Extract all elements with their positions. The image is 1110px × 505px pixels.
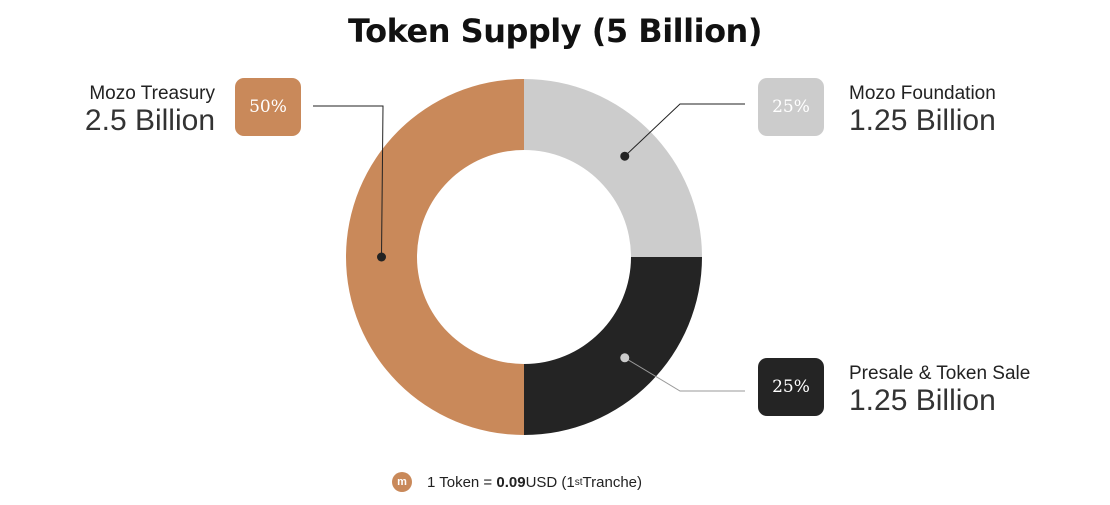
slice-presale-token-sale	[524, 257, 702, 435]
slice-amount: 1.25 Billion	[849, 384, 996, 417]
slice-mozo-treasury	[346, 79, 524, 435]
price-currency: USD (1	[525, 473, 575, 491]
tranche-ordinal: st	[574, 476, 583, 488]
leader-dot	[620, 151, 630, 161]
leader-dot	[620, 353, 630, 363]
percent-badge-presale: 25%	[758, 358, 824, 416]
price-value: 0.09	[496, 473, 526, 491]
token-price-note: m 1 Token = 0.09 USD (1 st Tranche)	[392, 472, 642, 492]
label-mozo-foundation: Mozo Foundation 1.25 Billion	[849, 84, 996, 136]
leader-line	[624, 357, 745, 392]
leader-dot	[377, 252, 386, 262]
percent-badge-treasury: 50%	[235, 78, 301, 136]
label-mozo-treasury: Mozo Treasury 2.5 Billion	[85, 84, 215, 136]
slice-name: Mozo Treasury	[89, 83, 215, 104]
price-prefix: 1 Token =	[427, 473, 493, 491]
percent-badge-foundation: 25%	[758, 78, 824, 136]
leader-line	[624, 103, 745, 157]
chart-title: Token Supply (5 Billion)	[348, 12, 762, 50]
slice-name: Presale & Token Sale	[849, 363, 1031, 384]
slice-amount: 1.25 Billion	[849, 104, 996, 137]
mozo-coin-icon: m	[392, 472, 412, 492]
slice-name: Mozo Foundation	[849, 83, 996, 104]
label-presale-token-sale: Presale & Token Sale 1.25 Billion	[849, 364, 1030, 416]
leader-line	[313, 105, 384, 258]
slice-mozo-foundation	[524, 79, 702, 257]
slice-amount: 2.5 Billion	[84, 104, 215, 137]
price-suffix: Tranche)	[582, 473, 643, 491]
